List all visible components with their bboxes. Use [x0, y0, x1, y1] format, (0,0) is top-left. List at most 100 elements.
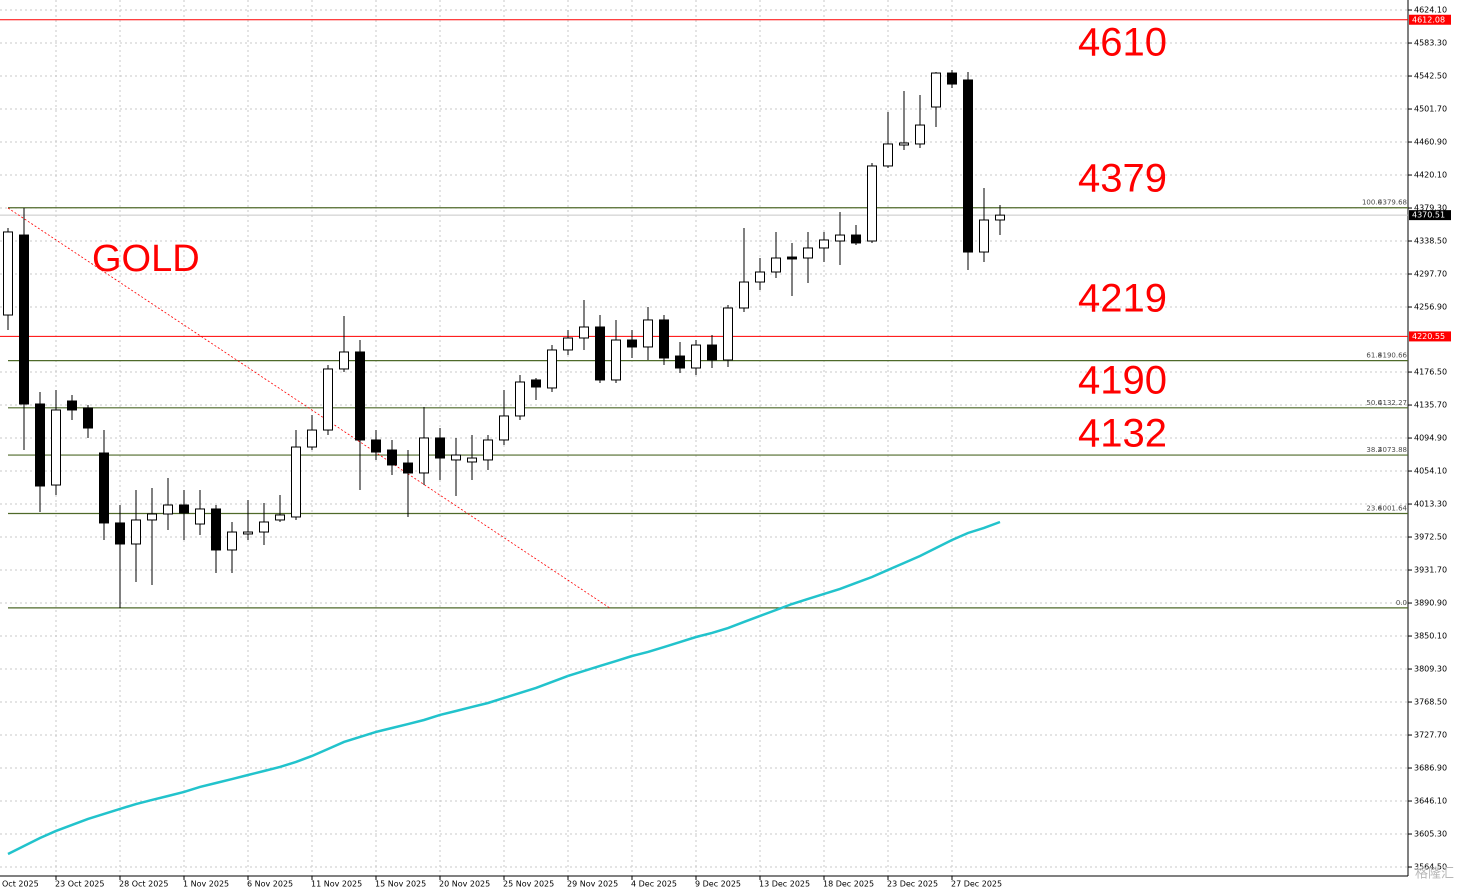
candle-body [883, 143, 893, 167]
fib-level-label: 100.0 [1362, 199, 1382, 207]
candle-body [835, 234, 845, 242]
candle-body [819, 239, 829, 249]
candle-body [403, 462, 413, 474]
candle-body [371, 439, 381, 453]
candle-body [675, 355, 685, 369]
price-tag-label: 4220.55 [1412, 332, 1445, 341]
y-tick-label: 4501.70 [1414, 105, 1447, 114]
y-tick-label: 4583.30 [1414, 39, 1447, 48]
candle-body [611, 339, 621, 381]
candle-body [243, 531, 253, 535]
fib-price-label: 4379.68 [1378, 199, 1407, 207]
y-tick-label: 3605.30 [1414, 830, 1447, 839]
candle-body [867, 165, 877, 242]
candle-body [211, 508, 221, 551]
chart-title: GOLD [92, 238, 200, 280]
last-price-tag [1409, 210, 1451, 221]
fib-level-label: 50.0 [1366, 399, 1382, 407]
candle-body [83, 407, 93, 429]
x-tick-label: 27 Dec 2025 [951, 880, 1002, 889]
level-annotation: 4610 [1078, 21, 1167, 65]
x-tick-label: 15 Nov 2025 [375, 880, 426, 889]
candle-body [51, 409, 61, 486]
x-tick-label: 1 Nov 2025 [183, 880, 229, 889]
candle-body [803, 247, 813, 259]
candle-body [899, 142, 909, 146]
x-tick-label: 18 Dec 2025 [823, 880, 874, 889]
x-edge-label: Oct 2025 [2, 880, 39, 889]
candle-body [387, 449, 397, 466]
candle-body [35, 403, 45, 487]
candle-body [499, 415, 509, 441]
candle-body [435, 437, 445, 459]
fib-price-label: 4190.66 [1378, 352, 1407, 360]
candle-body [995, 214, 1005, 221]
candle-body [643, 319, 653, 348]
x-tick-label: 25 Nov 2025 [503, 880, 554, 889]
y-tick-label: 4135.70 [1414, 401, 1447, 410]
y-tick-label: 4176.50 [1414, 368, 1447, 377]
candle-body [131, 519, 141, 545]
candle-body [707, 344, 717, 361]
candle-body [627, 339, 637, 348]
candle-body [163, 504, 173, 515]
y-tick-label: 3727.70 [1414, 731, 1447, 740]
candle-body [851, 234, 861, 244]
y-tick-label: 4013.30 [1414, 500, 1447, 509]
candle-body [259, 521, 269, 533]
watermark: 格隆汇 [1415, 866, 1454, 882]
candle-body [323, 368, 333, 431]
candle-body [515, 381, 525, 417]
y-tick-label: 4094.90 [1414, 434, 1447, 443]
candle-body [467, 457, 477, 463]
x-tick-label: 9 Dec 2025 [695, 880, 741, 889]
candle-body [691, 344, 701, 369]
y-tick-label: 4054.10 [1414, 467, 1447, 476]
y-tick-label: 4379.30 [1414, 204, 1447, 213]
y-tick-label: 4420.10 [1414, 171, 1447, 180]
level-annotation: 4219 [1078, 277, 1167, 321]
candle-body [291, 446, 301, 518]
y-tick-label: 4624.10 [1414, 6, 1447, 15]
y-tick-label: 3564.50 [1414, 863, 1447, 872]
y-tick-label: 3890.90 [1414, 599, 1447, 608]
y-tick-label: 3768.50 [1414, 698, 1447, 707]
candle-body [755, 271, 765, 283]
candle-body [99, 452, 109, 524]
candle-body [787, 256, 797, 260]
candle-body [531, 379, 541, 388]
candle-body [179, 504, 189, 514]
candle-body [355, 351, 365, 441]
x-tick-label: 28 Oct 2025 [119, 880, 168, 889]
x-tick-label: 23 Dec 2025 [887, 880, 938, 889]
candle-body [227, 531, 237, 551]
candle-body [563, 337, 573, 351]
candle-body [595, 326, 605, 381]
candle-body [19, 234, 29, 405]
y-tick-label: 3646.10 [1414, 797, 1447, 806]
x-tick-label: 23 Oct 2025 [55, 880, 104, 889]
fib-level-label: 23.6 [1366, 504, 1382, 512]
x-tick-label: 29 Nov 2025 [567, 880, 618, 889]
y-tick-label: 3931.70 [1414, 566, 1447, 575]
candle-body [947, 72, 957, 85]
candle-body [659, 319, 669, 359]
fib-level-label: 0.0 [1396, 599, 1407, 607]
candle-body [547, 349, 557, 389]
fib-price-label: 4132.27 [1378, 399, 1407, 407]
y-tick-label: 3809.30 [1414, 665, 1447, 674]
moving-average [7, 520, 1001, 856]
candle-body [275, 514, 285, 521]
x-tick-label: 11 Nov 2025 [311, 880, 362, 889]
candle-body [979, 219, 989, 253]
fib-level-label: 38.2 [1366, 446, 1382, 454]
level-annotation: 4132 [1078, 412, 1167, 456]
candle-body [483, 439, 493, 461]
x-tick-label: 6 Nov 2025 [247, 880, 293, 889]
trend-line [7, 207, 610, 609]
price-tag [1409, 14, 1451, 25]
price-tag-label: 4612.08 [1412, 15, 1445, 24]
